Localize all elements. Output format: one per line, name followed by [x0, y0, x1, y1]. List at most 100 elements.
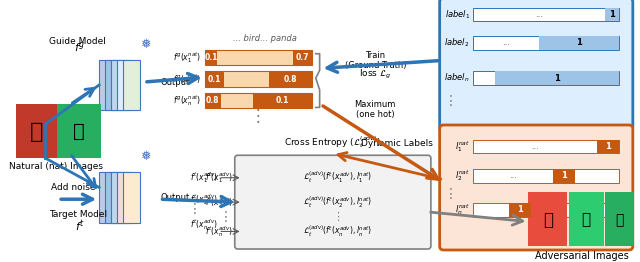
Text: 0.1: 0.1	[207, 75, 221, 84]
Text: Add noise: Add noise	[51, 183, 95, 192]
Text: $f^t(x_2^{adv})$: $f^t(x_2^{adv})$	[205, 195, 233, 210]
Bar	[205, 71, 224, 87]
Text: 1: 1	[576, 39, 582, 47]
Text: Output: Output	[161, 193, 190, 202]
Bar	[269, 71, 312, 87]
Text: 0.1: 0.1	[204, 53, 218, 62]
Bar	[116, 172, 134, 223]
Text: $f^t(x_1^{adv})$: $f^t(x_1^{adv})$	[190, 170, 218, 185]
Text: Maximum
(one hot): Maximum (one hot)	[355, 100, 396, 119]
Bar	[570, 192, 604, 246]
Bar	[539, 36, 619, 50]
Text: loss $\mathcal{L}_g$: loss $\mathcal{L}_g$	[359, 68, 392, 81]
Text: 0.8: 0.8	[206, 96, 220, 105]
Text: $f^g(x_n^{nat})$: $f^g(x_n^{nat})$	[173, 93, 202, 108]
Text: $l_n^{nat}$: $l_n^{nat}$	[455, 203, 470, 217]
Text: ⋮: ⋮	[188, 202, 202, 216]
Text: $f^g(x_1^{nat})$: $f^g(x_1^{nat})$	[173, 50, 202, 65]
Text: 1: 1	[561, 171, 567, 180]
Bar	[99, 59, 116, 110]
Bar	[111, 172, 129, 223]
Bar	[123, 59, 140, 110]
Text: $label_1$: $label_1$	[445, 8, 470, 21]
Bar	[111, 59, 129, 110]
Text: ⋮: ⋮	[250, 107, 266, 125]
Text: Train
(Ground Truth): Train (Ground Truth)	[344, 51, 406, 70]
Bar	[205, 93, 312, 108]
Bar	[473, 169, 619, 183]
Bar	[253, 93, 312, 108]
FancyBboxPatch shape	[235, 155, 431, 249]
Bar	[16, 105, 57, 158]
Text: ❅: ❅	[140, 38, 150, 51]
Bar	[292, 50, 312, 66]
Text: 0.1: 0.1	[276, 96, 289, 105]
Bar	[473, 8, 619, 21]
Text: $label_2$: $label_2$	[445, 37, 470, 49]
Text: $\mathcal{L}_t^{(adv)}(f^t(x_1^{adv}), l_1^{nat})$: $\mathcal{L}_t^{(adv)}(f^t(x_1^{adv}), l…	[303, 170, 372, 185]
Bar	[473, 140, 619, 153]
Bar	[57, 105, 101, 158]
Text: $\mathcal{L}_t^{(adv)}(f^t(x_n^{adv}), l_n^{nat})$: $\mathcal{L}_t^{(adv)}(f^t(x_n^{adv}), l…	[303, 224, 372, 239]
Bar	[205, 50, 312, 66]
Text: $f^t(x_2^{adv})$: $f^t(x_2^{adv})$	[190, 192, 218, 207]
Text: $\mathcal{L}_t^{(adv)}(f^t(x_2^{adv}), l_2^{nat})$: $\mathcal{L}_t^{(adv)}(f^t(x_2^{adv}), l…	[303, 194, 372, 210]
Bar	[509, 203, 531, 217]
Bar	[205, 50, 218, 66]
Bar	[473, 36, 619, 50]
Text: ⋮: ⋮	[219, 210, 233, 224]
Text: Natural (nat) Images: Natural (nat) Images	[9, 162, 103, 171]
Text: Guide Model: Guide Model	[49, 37, 106, 46]
Bar	[495, 71, 619, 85]
Text: $f^t(x_n^{adv})$: $f^t(x_n^{adv})$	[190, 217, 218, 232]
Text: ⋮: ⋮	[444, 94, 458, 108]
Text: 0.7: 0.7	[296, 53, 309, 62]
Text: 1: 1	[609, 10, 615, 19]
Text: $f^t$: $f^t$	[75, 219, 84, 234]
Text: ⋮: ⋮	[332, 212, 343, 222]
Text: Output: Output	[161, 78, 190, 86]
Text: ❅: ❅	[140, 150, 150, 163]
Bar	[529, 192, 568, 246]
Text: 🐼: 🐼	[615, 213, 623, 227]
Text: 1: 1	[518, 205, 524, 215]
Text: 🦜: 🦜	[30, 122, 44, 142]
Bar	[473, 203, 619, 217]
Bar	[605, 192, 634, 246]
Bar	[105, 172, 123, 223]
Text: $l_1^{nat}$: $l_1^{nat}$	[455, 139, 470, 154]
Text: $f^t(x_1^{adv})$: $f^t(x_1^{adv})$	[205, 170, 233, 185]
Text: 🐼: 🐼	[73, 122, 84, 141]
Text: Dynamic Labels: Dynamic Labels	[361, 139, 433, 148]
Text: ...: ...	[509, 171, 517, 180]
Text: ⋮: ⋮	[444, 187, 458, 201]
Text: Cross Entropy ($\mathcal{L}_t^{(adv)}$): Cross Entropy ($\mathcal{L}_t^{(adv)}$)	[284, 135, 381, 150]
Text: $f^g(x_2^{nat})$: $f^g(x_2^{nat})$	[173, 72, 202, 86]
Text: Target Model: Target Model	[49, 210, 107, 219]
Bar	[123, 172, 140, 223]
Bar	[473, 71, 619, 85]
Bar	[205, 71, 312, 87]
Text: ...: ...	[502, 39, 509, 47]
Text: 0.8: 0.8	[284, 75, 297, 84]
Bar	[116, 59, 134, 110]
Text: $l_2^{nat}$: $l_2^{nat}$	[455, 168, 470, 183]
Text: ...: ...	[535, 10, 543, 19]
Text: 1: 1	[605, 142, 611, 151]
Text: ... bird... panda: ... bird... panda	[233, 34, 297, 43]
Text: $f^g$: $f^g$	[74, 40, 85, 54]
Text: 1: 1	[554, 74, 560, 83]
Text: Adversarial Images: Adversarial Images	[535, 251, 629, 261]
Text: $label_n$: $label_n$	[444, 72, 470, 84]
FancyBboxPatch shape	[440, 0, 633, 131]
Text: $f^t(x_n^{adv})$: $f^t(x_n^{adv})$	[205, 224, 233, 239]
Text: ...: ...	[531, 142, 539, 151]
Bar	[205, 93, 221, 108]
Bar	[554, 169, 575, 183]
Bar	[99, 172, 116, 223]
FancyBboxPatch shape	[440, 125, 633, 250]
Text: 🦜: 🦜	[543, 211, 553, 229]
Bar	[597, 140, 619, 153]
Bar	[105, 59, 123, 110]
Bar	[605, 8, 619, 21]
